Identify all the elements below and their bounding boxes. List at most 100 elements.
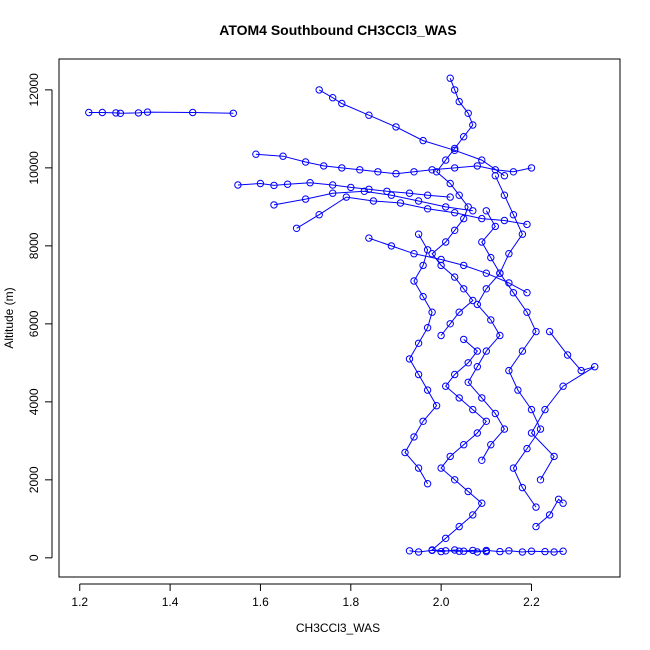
data-point <box>559 499 567 507</box>
series-10 <box>401 230 441 488</box>
series-line <box>530 331 595 481</box>
data-point <box>482 546 490 555</box>
data-point <box>523 444 531 453</box>
data-point <box>505 250 513 258</box>
data-point <box>473 162 481 170</box>
data-point <box>460 133 468 141</box>
data-point <box>469 546 477 555</box>
data-point <box>563 351 572 359</box>
data-point <box>279 152 287 160</box>
series-11 <box>491 172 545 511</box>
data-point <box>460 441 468 449</box>
data-point <box>527 547 536 555</box>
data-point <box>414 339 423 347</box>
data-point <box>437 547 445 556</box>
data-point <box>442 382 450 390</box>
series-line <box>273 190 473 212</box>
data-point <box>518 483 527 492</box>
data-point <box>329 181 337 189</box>
data-point <box>428 166 436 174</box>
data-point <box>410 433 418 441</box>
series-6 <box>315 86 509 180</box>
x-tick-label: 1.8 <box>342 595 359 609</box>
data-point <box>338 99 346 108</box>
data-point <box>487 316 495 324</box>
series-5 <box>270 187 477 215</box>
data-point <box>446 179 454 188</box>
data-point <box>229 109 238 118</box>
data-point <box>460 214 468 223</box>
series-line <box>467 210 506 461</box>
x-tick-label: 1.6 <box>252 595 269 609</box>
data-point <box>500 172 509 180</box>
data-point <box>437 331 445 340</box>
data-point <box>365 234 373 242</box>
data-point <box>473 347 481 355</box>
data-point <box>315 211 323 219</box>
data-point <box>464 487 472 496</box>
data-point <box>487 253 495 262</box>
data-point <box>283 180 292 188</box>
data-point <box>419 136 427 145</box>
data-point <box>252 150 260 158</box>
x-tick-label: 1.2 <box>71 595 88 609</box>
data-point <box>518 548 527 556</box>
data-point <box>591 363 599 371</box>
data-point <box>112 109 120 117</box>
data-point <box>451 226 459 235</box>
data-point <box>392 170 400 178</box>
data-point <box>301 158 310 166</box>
data-point <box>442 156 450 164</box>
data-point <box>442 238 450 246</box>
data-point <box>342 193 350 201</box>
data-point <box>455 191 463 199</box>
data-point <box>365 185 373 194</box>
data-point <box>482 207 490 215</box>
data-point <box>392 123 400 131</box>
data-point <box>545 511 554 519</box>
series-3 <box>252 150 536 178</box>
data-point <box>455 522 463 531</box>
data-point <box>460 547 468 555</box>
data-point <box>541 405 549 414</box>
data-point <box>428 308 436 316</box>
data-point <box>338 164 346 172</box>
y-tick-label: 6000 <box>27 310 41 337</box>
data-point <box>464 378 472 386</box>
data-point <box>532 503 540 511</box>
data-point <box>500 191 509 199</box>
data-point <box>523 220 531 229</box>
series-14 <box>405 546 567 556</box>
data-point <box>469 207 477 215</box>
series-line <box>255 153 532 175</box>
data-point <box>509 289 518 297</box>
series-line <box>430 339 487 553</box>
series-13 <box>464 207 509 464</box>
data-point <box>374 168 382 176</box>
data-point <box>306 179 314 187</box>
data-point <box>360 187 368 196</box>
series-line <box>494 175 542 508</box>
data-point <box>473 548 481 556</box>
data-point <box>446 193 454 201</box>
data-point <box>478 238 486 246</box>
y-tick-label: 0 <box>27 554 41 561</box>
data-point <box>423 205 432 213</box>
data-point <box>496 547 504 556</box>
data-point <box>329 189 337 197</box>
data-point <box>536 425 545 433</box>
series-line <box>535 498 564 527</box>
data-point <box>387 242 396 250</box>
data-point <box>428 250 436 258</box>
data-point <box>320 162 328 170</box>
series-1 <box>85 108 238 118</box>
x-tick-label: 1.4 <box>162 595 179 609</box>
data-point <box>487 441 495 449</box>
data-point <box>451 546 459 554</box>
data-point <box>414 230 423 238</box>
data-point <box>455 394 463 402</box>
data-point <box>478 394 486 402</box>
series-2 <box>234 179 454 201</box>
data-point <box>423 191 432 199</box>
data-point <box>396 199 405 207</box>
